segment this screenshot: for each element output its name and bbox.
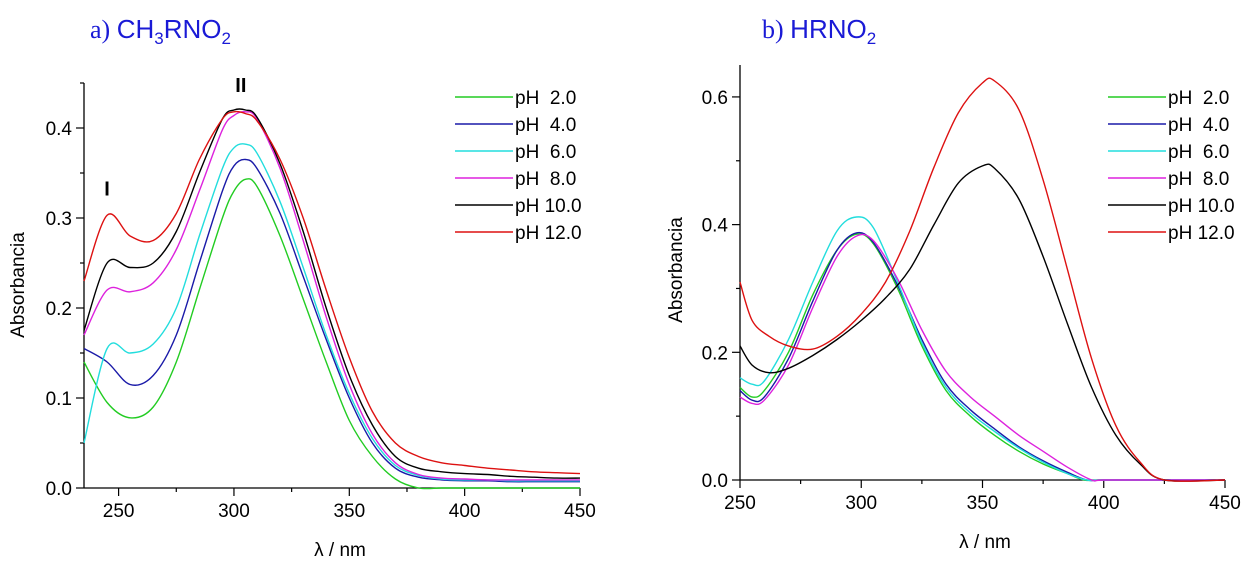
x-axis-label: λ / nm	[959, 532, 1011, 553]
title-part: RNO	[164, 14, 222, 44]
chart-panel-b: b) HRNO2 250 300 350 400 450 0.0 0.2 0.4 0.6 λ / n…	[666, 14, 1241, 553]
series-line	[83, 143, 580, 482]
x-tick-label: 450	[1209, 493, 1241, 514]
legend-label: pH 12.0	[515, 223, 582, 244]
y-tick-label: 0.2	[46, 299, 72, 320]
y-axis-label: Absorbancia	[666, 217, 687, 323]
x-tick-label: 400	[1088, 493, 1120, 514]
x-tick-label: 250	[103, 501, 135, 522]
series-line	[83, 110, 581, 475]
y-tick-label: 0.4	[702, 216, 729, 237]
series-line	[739, 231, 1225, 482]
peak-annotation: I	[104, 179, 110, 201]
title-part: CH	[117, 14, 155, 44]
series-line	[739, 233, 1225, 482]
legend-label: pH 8.0	[1168, 169, 1229, 190]
y-tick-label: 0.3	[46, 209, 72, 230]
legend-label: pH 10.0	[515, 196, 582, 217]
legend-label: pH 12.0	[1168, 223, 1235, 244]
legend-label: pH 6.0	[515, 142, 576, 163]
x-axis-label: λ / nm	[314, 540, 366, 561]
title-prefix: a)	[90, 15, 117, 44]
series-line	[739, 233, 1225, 482]
title-prefix: b)	[762, 15, 790, 44]
x-tick-label: 300	[218, 501, 250, 522]
x-tick-label: 300	[845, 493, 877, 514]
y-tick-label: 0.0	[702, 471, 728, 492]
chart-title: b) HRNO2	[762, 14, 876, 48]
y-tick-label: 0.2	[702, 343, 728, 364]
chart-panel-a: a) CH3RNO2 250 300 350 400 450 0.0 0.1 0.2 0.3 0.4…	[8, 14, 596, 561]
legend-label: pH 2.0	[515, 88, 576, 109]
series-line	[83, 110, 580, 481]
series-line	[83, 158, 580, 483]
peak-annotation: II	[235, 75, 246, 97]
title-part: HRNO	[790, 14, 867, 44]
x-tick-label: 400	[449, 501, 481, 522]
title-part: 3	[154, 29, 163, 48]
chart-title: a) CH3RNO2	[90, 14, 231, 48]
y-tick-label: 0.6	[702, 88, 728, 109]
x-tick-label: 450	[564, 501, 596, 522]
title-part: 2	[222, 29, 231, 48]
legend-label: pH 8.0	[515, 169, 576, 190]
legend-label: pH 4.0	[515, 115, 576, 136]
y-axis-label: Absorbancia	[8, 232, 29, 338]
y-tick-label: 0.1	[46, 389, 72, 410]
series-line	[739, 163, 1226, 482]
legend-label: pH 10.0	[1168, 196, 1235, 217]
x-tick-label: 350	[967, 493, 999, 514]
y-tick-label: 0.0	[46, 479, 72, 500]
y-tick-label: 0.4	[46, 119, 73, 140]
x-tick-label: 350	[333, 501, 365, 522]
legend-label: pH 4.0	[1168, 115, 1229, 136]
series-line	[739, 77, 1226, 483]
legend-label: pH 2.0	[1168, 88, 1229, 109]
series-line	[739, 216, 1225, 482]
series-line	[83, 178, 580, 490]
title-part: 2	[867, 29, 876, 48]
x-tick-label: 250	[724, 493, 756, 514]
legend-label: pH 6.0	[1168, 142, 1229, 163]
series-line	[83, 108, 581, 479]
